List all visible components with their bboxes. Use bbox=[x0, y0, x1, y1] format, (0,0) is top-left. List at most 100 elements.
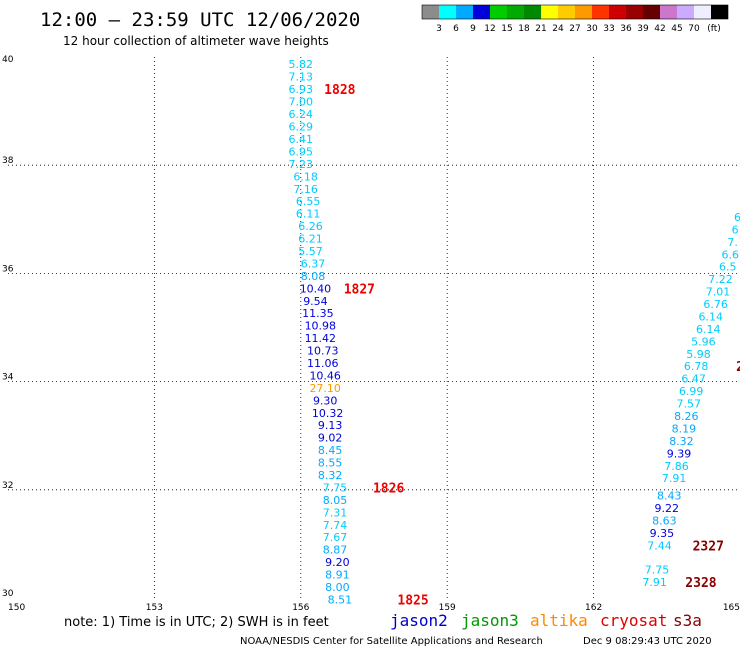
x-tick-label: 156 bbox=[292, 603, 309, 613]
colorbar-swatch bbox=[592, 5, 609, 19]
wave-height-value: 7.91 bbox=[662, 472, 687, 485]
chart-title: 12:00 – 23:59 UTC 12/06/2020 bbox=[40, 9, 360, 31]
colorbar-swatch bbox=[422, 5, 439, 19]
wave-height-value: 9.13 bbox=[318, 419, 343, 432]
wave-height-value: 11.35 bbox=[302, 307, 334, 320]
footer-credit: NOAA/NESDIS Center for Satellite Applica… bbox=[240, 636, 543, 647]
wave-height-value: 6.41 bbox=[289, 133, 314, 146]
wave-height-value: 8.87 bbox=[323, 544, 348, 557]
wave-height-value: 6.55 bbox=[296, 195, 321, 208]
wave-height-value: 7.75 bbox=[645, 564, 670, 577]
colorbar-label: 9 bbox=[470, 24, 476, 34]
legend-cryosat: cryosat bbox=[600, 611, 667, 630]
wave-height-value: 8.19 bbox=[672, 422, 697, 435]
wave-height-value: 7.16 bbox=[293, 183, 318, 196]
colorbar-label: 24 bbox=[552, 24, 564, 34]
y-tick-label: 32 bbox=[2, 481, 13, 491]
cycle-label: 1825 bbox=[397, 593, 428, 608]
wave-height-value: 7.86 bbox=[664, 460, 689, 473]
wave-height-value: 9.22 bbox=[655, 502, 680, 515]
footer-timestamp: Dec 9 08:29:43 UTC 2020 bbox=[583, 636, 712, 647]
wave-height-value: 7.67 bbox=[323, 531, 348, 544]
wave-height-value: 11.06 bbox=[307, 357, 339, 370]
wave-height-value: 6.93 bbox=[289, 83, 314, 96]
wave-height-value: 5.82 bbox=[289, 58, 314, 71]
wave-height-value: 8.32 bbox=[669, 435, 694, 448]
wave-height-value: 6.14 bbox=[698, 310, 723, 323]
wave-height-value: 8.51 bbox=[328, 593, 353, 606]
wave-height-value: 6.21 bbox=[298, 233, 323, 246]
wave-height-value: 6.11 bbox=[296, 208, 321, 221]
wave-height-value: 7.00 bbox=[289, 96, 314, 109]
wave-height-value: 6.95 bbox=[289, 145, 314, 158]
x-tick-label: 159 bbox=[439, 603, 456, 613]
footer-note: note: 1) Time is in UTC; 2) SWH is in fe… bbox=[64, 615, 329, 630]
colorbar-label: 12 bbox=[484, 24, 495, 34]
chart-subtitle: 12 hour collection of altimeter wave hei… bbox=[63, 34, 329, 48]
wave-height-value: 6 bbox=[734, 211, 740, 224]
wave-height-value: 6.78 bbox=[684, 360, 709, 373]
wave-height-value: 8.91 bbox=[325, 569, 350, 582]
wave-height-value: 10.46 bbox=[309, 369, 341, 382]
wave-height-value: 8.26 bbox=[674, 410, 699, 423]
cycle-label: 1828 bbox=[324, 83, 355, 98]
cycle-label: 2328 bbox=[685, 576, 716, 591]
wave-height-value: 6.14 bbox=[696, 323, 721, 336]
y-tick-label: 34 bbox=[2, 373, 14, 383]
wave-height-value: 9.54 bbox=[303, 295, 328, 308]
x-tick-label: 162 bbox=[585, 603, 602, 613]
colorbar-swatch bbox=[677, 5, 694, 19]
colorbar-label: 21 bbox=[535, 24, 546, 34]
colorbar-swatch bbox=[524, 5, 541, 19]
wave-height-value: 10.73 bbox=[307, 345, 339, 358]
wave-height-value: 6.76 bbox=[703, 298, 728, 311]
wave-height-value: 6.26 bbox=[298, 220, 323, 233]
wave-height-value: 8.63 bbox=[652, 514, 677, 527]
wave-height-value: 6.24 bbox=[289, 108, 314, 121]
colorbar-frame bbox=[421, 4, 729, 20]
wave-height-value: 6.99 bbox=[679, 385, 704, 398]
wave-height-value: 8.00 bbox=[325, 581, 350, 594]
colorbar-swatch bbox=[456, 5, 473, 19]
x-tick-label: 153 bbox=[146, 603, 163, 613]
wave-height-value: 9.02 bbox=[318, 432, 343, 445]
wave-height-value: 8.43 bbox=[657, 490, 682, 503]
colorbar-label: (ft) bbox=[707, 24, 721, 34]
cycle-label: 2 bbox=[736, 360, 740, 375]
legend-jason3: jason3 bbox=[461, 611, 519, 630]
wave-height-value: 8.45 bbox=[318, 444, 343, 457]
colorbar-label: 3 bbox=[436, 24, 442, 34]
legend-jason2: jason2 bbox=[390, 611, 448, 630]
wave-height-value: 7.22 bbox=[708, 273, 733, 286]
satellite-legend: jason2 jason3 altika cryosat s3a bbox=[390, 611, 702, 630]
wave-height-value: 5.57 bbox=[298, 245, 323, 258]
colorbar-swatch bbox=[558, 5, 575, 19]
wave-height-value: 6 bbox=[732, 223, 739, 236]
wave-height-value: 8.55 bbox=[318, 457, 343, 470]
colorbar-label: 36 bbox=[620, 24, 632, 34]
colorbar-label: 70 bbox=[688, 24, 700, 34]
wave-height-value: 7.31 bbox=[323, 506, 348, 519]
wave-height-value: 6.29 bbox=[289, 121, 314, 134]
wave-height-value: 9.20 bbox=[325, 556, 350, 569]
wave-height-value: 10.98 bbox=[305, 320, 337, 333]
y-tick-label: 36 bbox=[2, 264, 14, 274]
colorbar-swatch bbox=[694, 5, 711, 19]
y-tick-label: 40 bbox=[2, 55, 14, 65]
colorbar-label: 42 bbox=[654, 24, 665, 34]
legend-s3a: s3a bbox=[673, 611, 702, 630]
wave-height-value: 7. bbox=[727, 236, 738, 249]
wave-height-value: 5.98 bbox=[686, 348, 711, 361]
colorbar-label: 27 bbox=[569, 24, 580, 34]
colorbar-label: 45 bbox=[671, 24, 682, 34]
colorbar-swatch bbox=[439, 5, 456, 19]
wave-height-value: 7.91 bbox=[642, 576, 667, 589]
legend-altika: altika bbox=[530, 611, 588, 630]
cycle-label: 1827 bbox=[344, 282, 375, 297]
wave-height-colorbar: 3 6 9 12 15 18 21 24 27 30 33 36 39 42 45 70 (ft) bbox=[421, 4, 729, 34]
y-tick-label: 38 bbox=[2, 156, 14, 166]
cycle-label: 2327 bbox=[693, 539, 724, 554]
wave-height-value: 10.32 bbox=[312, 407, 344, 420]
wave-height-value: 5.96 bbox=[691, 335, 716, 348]
